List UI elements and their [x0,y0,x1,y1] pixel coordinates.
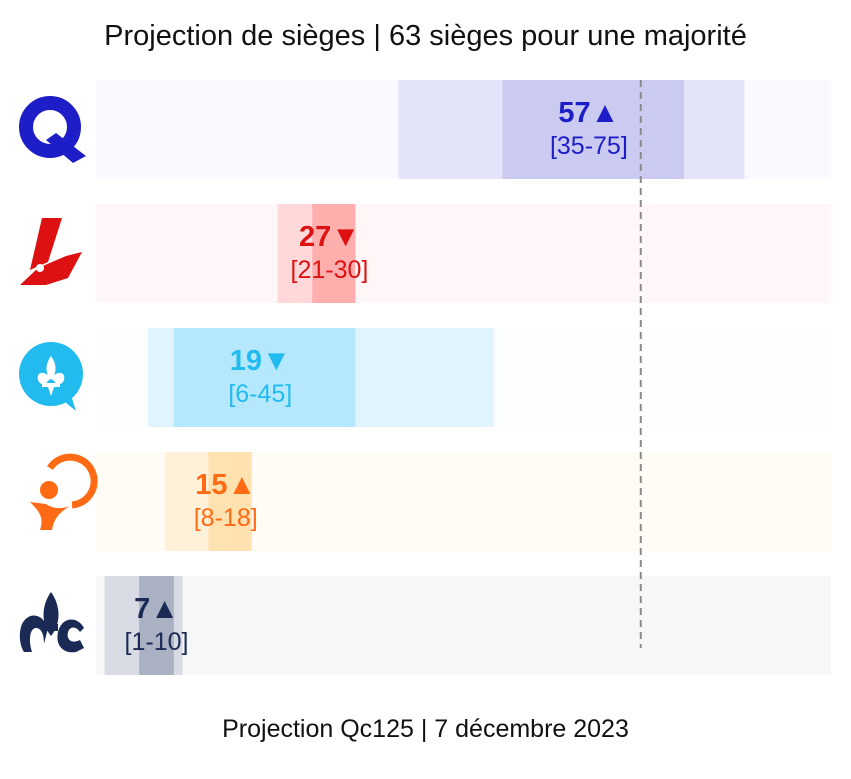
pcq-logo-icon [19,592,84,653]
chart-title: Projection de sièges | 63 sièges pour un… [104,20,747,52]
seat-value-label: 15▲ [195,469,256,501]
qs-logo-icon [30,453,98,530]
seat-value-label: 7▲ [134,593,179,625]
pq-logo-icon [19,342,83,411]
seat-range-label: [35-75] [550,132,628,160]
caq-logo-icon [19,96,86,163]
seat-value-label: 57▲ [558,97,619,129]
plq-logo-icon [20,218,82,285]
range-bar-inner [173,328,356,427]
seat-range-label: [1-10] [125,628,189,656]
seat-value-label: 27▼ [299,221,360,253]
chart-footer: Projection Qc125 | 7 décembre 2023 [222,715,629,743]
seat-range-label: [8-18] [194,504,258,532]
seat-range-label: [6-45] [228,380,292,408]
range-bar-inner [139,576,174,675]
seat-range-label: [21-30] [291,256,369,284]
range-bar-inner [208,452,252,551]
row-background [96,204,831,303]
range-bar-inner [502,80,684,179]
row-background [96,576,831,675]
range-bar-inner [312,204,356,303]
seat-value-label: 19▼ [230,345,291,377]
